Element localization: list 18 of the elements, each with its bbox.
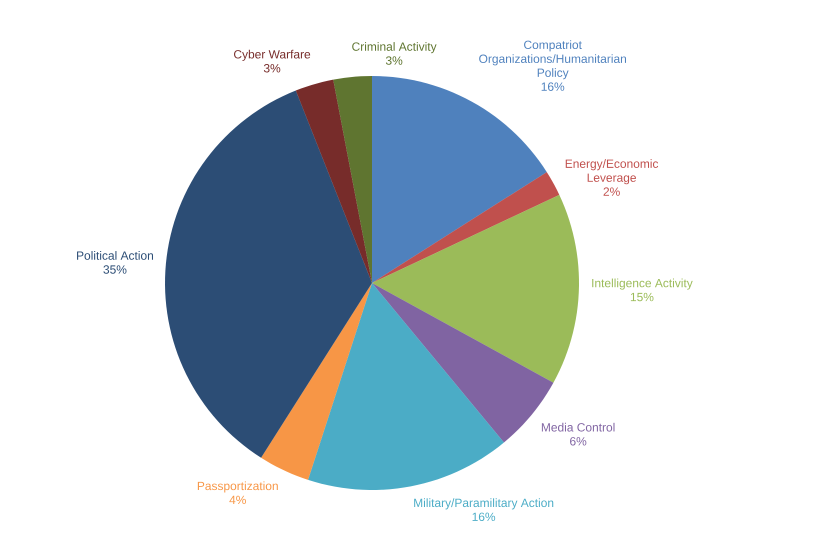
slice-label: Political Action	[77, 251, 154, 260]
slice-label: Energy/Economic Leverage	[566, 159, 658, 184]
slice-label: Criminal Activity	[352, 42, 437, 54]
slice-label: Intelligence Activity	[592, 278, 693, 290]
data-label: 4%	[229, 496, 246, 504]
slice-label: Compatriot Organizations/Humanitarian Policy	[479, 40, 626, 80]
data-label: 16%	[542, 82, 564, 91]
slice-label: Cyber Warfare	[234, 50, 310, 61]
data-label: 2%	[604, 187, 620, 196]
data-label: 35%	[103, 265, 126, 274]
slice-label: Passportization	[198, 481, 278, 493]
data-label: 15%	[630, 292, 654, 302]
slice-label: Military/Paramilitary Action	[414, 498, 554, 510]
data-label: 3%	[264, 64, 280, 72]
slice-label: Media Control	[542, 422, 615, 432]
data-label: 6%	[570, 437, 586, 446]
data-label: 16%	[472, 512, 496, 522]
data-label: 3%	[386, 56, 402, 65]
